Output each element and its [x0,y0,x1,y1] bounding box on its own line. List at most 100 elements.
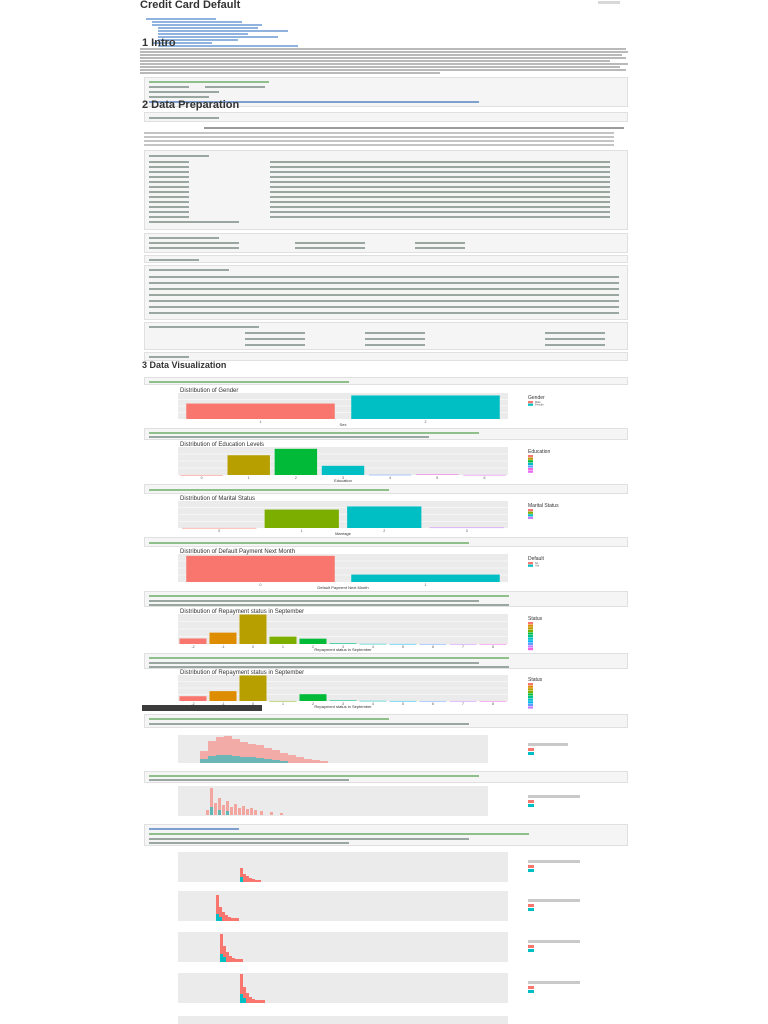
bar-0 [239,614,267,644]
legend-swatch [528,462,533,465]
x-tick-label: 1 [301,529,303,533]
bar-2 [347,506,422,528]
legend-swatch [528,642,533,645]
x-tick-label: 5 [402,645,404,649]
legend-swatch [528,648,533,651]
legend-label: Female [535,403,544,407]
bar-0 [180,474,223,476]
bar-2 [351,395,500,419]
bar-1 [264,509,339,528]
data-head-table [144,125,628,147]
legend-swatch [528,465,533,468]
legend-swatch [528,637,533,640]
code-block-dim [144,352,628,361]
legend-swatch [528,635,533,638]
chart-education: 0 1 2 3 4 5 6 Distribution of Education Levels E… [140,441,630,483]
bar-1 [186,403,335,419]
x-axis-label: Sex [340,422,347,427]
document-title: Credit Card Default [140,0,241,11]
bar-4 [359,700,387,702]
legend-swatch [528,640,533,643]
code-block-hist-limit [144,771,628,783]
chart-education-svg: 0 1 2 3 4 5 6 Distribution of Education Levels E… [178,442,550,483]
bar-8 [479,643,507,645]
legend-swatch [528,514,533,517]
legend-swatch [528,698,533,701]
x-tick-label: 1 [425,583,427,587]
chart-title: Distribution of Repayment status in Sept… [180,670,304,676]
code-block-plot-education [144,428,628,440]
x-tick-label: 0 [201,476,203,480]
legend-swatch [528,562,533,565]
code-block-head [144,112,628,122]
code-block-plot-gender [144,377,628,385]
chart-bill-amt5-histogram [140,1009,630,1024]
x-tick-label: 5 [436,476,438,480]
code-block-plot-pay2 [144,653,628,669]
x-tick-label: 7 [462,702,464,706]
x-tick-label: 0 [252,702,254,706]
page-tag [598,1,620,4]
bar-1 [269,700,297,702]
bar-1 [269,636,297,644]
legend-swatch [528,468,533,471]
legend-swatch [528,706,533,709]
chart-pay2-svg: -2 -1 0 1 2 3 4 5 6 7 8 Distribution of Repayment s… [178,670,543,709]
legend-swatch [528,401,533,404]
x-tick-label: -2 [191,645,194,649]
bar--1 [209,632,237,644]
bar-5 [416,474,459,475]
x-tick-label: 1 [260,420,262,424]
x-tick-label: 2 [295,476,297,480]
chart-age-histogram [140,729,630,769]
section-heading-data-preparation: 2 Data Preparation [142,99,240,111]
bar-0 [186,555,335,582]
legend-swatch [528,696,533,699]
bar-2 [299,694,327,701]
x-axis-label: Repayment status in September [314,704,372,709]
bar-4 [368,474,412,476]
x-tick-label: -1 [221,702,224,706]
bar-3 [321,465,365,475]
x-tick-label: 1 [282,645,284,649]
chart-bill-amt4-histogram [140,967,630,1007]
x-tick-label: 6 [432,645,434,649]
x-tick-label: 0 [260,583,262,587]
legend-swatch [528,624,533,627]
legend-label: Yes [535,564,540,568]
code-block-load [144,77,628,107]
code-block-hist-age [144,714,628,728]
x-tick-label: 3 [342,645,344,649]
x-tick-label: -1 [221,645,224,649]
chart-bill-amt2-histogram [140,885,630,925]
legend-label: No [535,561,539,565]
legend-swatch [528,564,533,567]
bar-0 [182,527,257,529]
age-hist-bars [200,736,328,763]
bar-8 [479,700,507,702]
legend-swatch [528,460,533,463]
legend-title: Status [528,616,543,622]
chart-title: Distribution of Education Levels [180,442,264,448]
bar--2 [179,696,207,701]
x-tick-label: 8 [492,645,494,649]
legend-title: Status [528,677,543,683]
bar-1 [351,574,500,582]
bar-2 [274,448,318,475]
chart-gender: 1 2 Distribution of Gender Sex Gender Male Fem… [140,387,630,427]
bar-3 [329,643,357,644]
bar-3 [329,700,357,701]
legend-swatch [528,622,533,625]
code-block-summary [144,233,628,253]
code-block-plot-marriage [144,484,628,494]
chart-bill-amt1-histogram [140,846,630,886]
chart-default: 0 1 Distribution of Default Payment Next M… [140,548,630,590]
bar--1 [209,691,237,701]
chart-marriage: 0 1 2 3 Distribution of Marital Status Marria… [140,495,630,536]
x-tick-label: 0 [218,529,220,533]
x-axis-label: Education [334,478,352,483]
legend-swatch [528,645,533,648]
x-tick-label: 6 [432,702,434,706]
table-of-contents[interactable] [146,18,396,48]
